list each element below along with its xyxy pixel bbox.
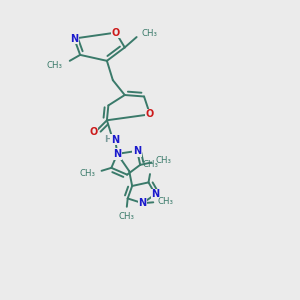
Text: CH₃: CH₃ xyxy=(118,212,134,221)
Text: CH₃: CH₃ xyxy=(46,61,62,70)
Text: N: N xyxy=(151,189,159,199)
Text: H: H xyxy=(104,135,111,144)
Text: O: O xyxy=(89,127,98,137)
Text: CH₃: CH₃ xyxy=(155,157,171,166)
Text: CH₃: CH₃ xyxy=(80,169,96,178)
Text: N: N xyxy=(139,198,147,208)
Text: N: N xyxy=(113,149,122,159)
Text: CH₃: CH₃ xyxy=(141,29,157,38)
Text: O: O xyxy=(146,109,154,119)
Text: CH₃: CH₃ xyxy=(158,197,174,206)
Text: N: N xyxy=(70,34,78,44)
Text: N: N xyxy=(133,146,141,156)
Text: O: O xyxy=(112,28,120,38)
Text: CH₃: CH₃ xyxy=(143,160,159,169)
Text: N: N xyxy=(111,135,119,145)
